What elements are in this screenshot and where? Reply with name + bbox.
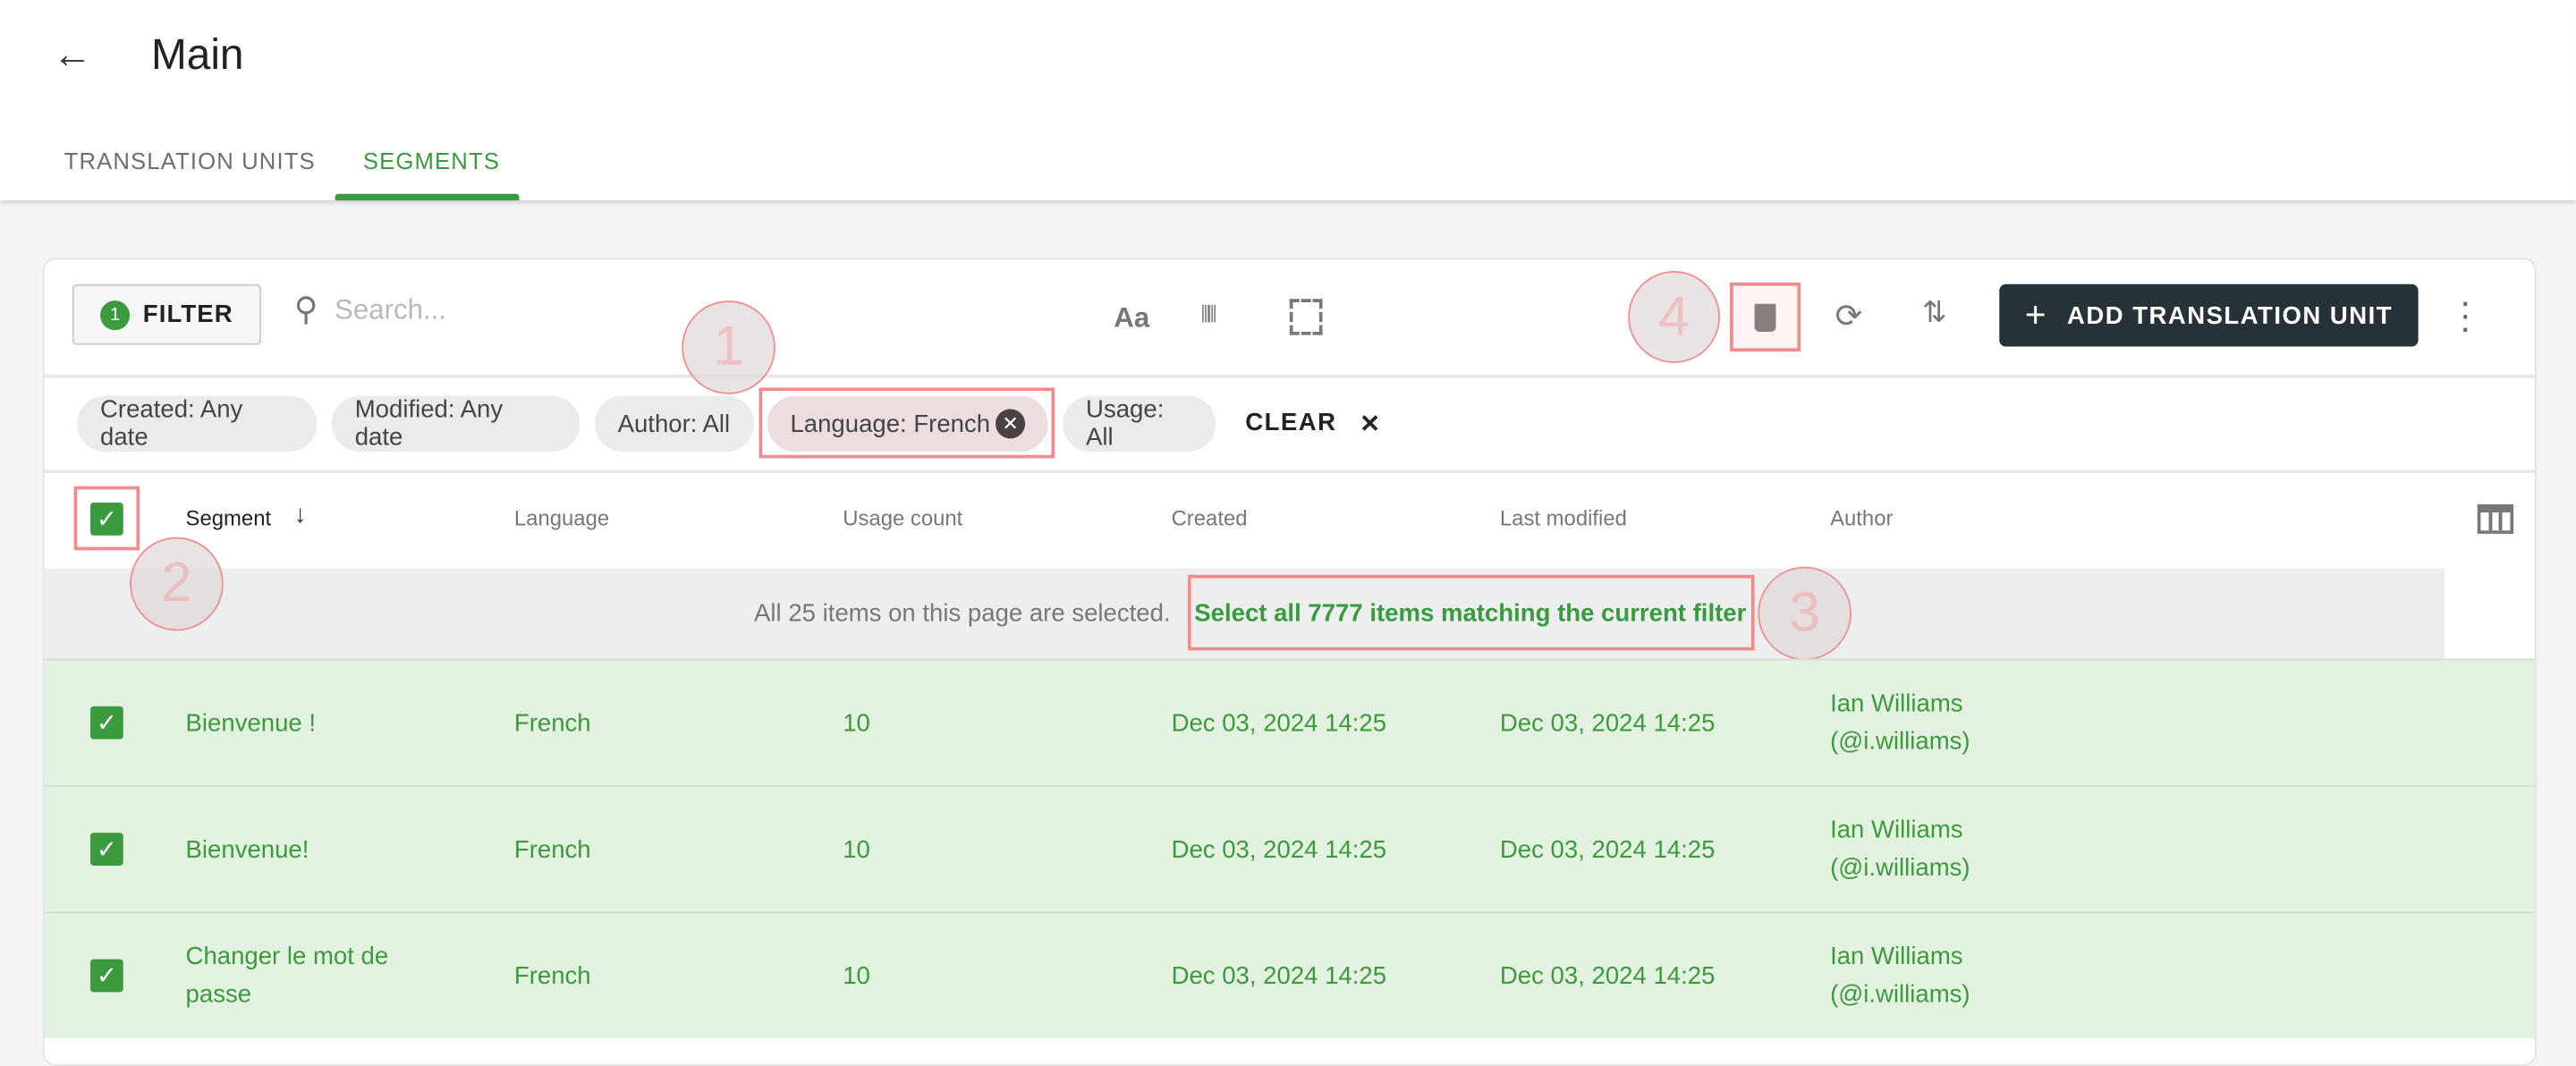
- sort-icon[interactable]: ⇅: [1921, 295, 1947, 329]
- cell-author: Ian Williams: [1830, 943, 1963, 971]
- annotation-3: 3: [1758, 566, 1852, 661]
- cell-modified: Dec 03, 2024 14:25: [1499, 962, 1716, 991]
- annotation-box-2: [73, 486, 140, 551]
- chip-modified[interactable]: Modified: Any date: [332, 395, 580, 453]
- add-button-label: ADD TRANSLATION UNIT: [2066, 301, 2394, 330]
- whitespace-icon[interactable]: ⫴⫴: [1200, 300, 1217, 327]
- row-checkbox[interactable]: ✓: [90, 706, 123, 740]
- cell-author: Ian Williams: [1830, 690, 1963, 718]
- selection-text: All 25 items on this page are selected.: [754, 599, 1171, 628]
- cell-modified: Dec 03, 2024 14:25: [1499, 835, 1716, 865]
- plus-icon: +: [2024, 293, 2047, 335]
- active-tab-indicator: [335, 193, 520, 201]
- selection-banner: All 25 items on this page are selected. …: [44, 568, 2445, 659]
- cell-created: Dec 03, 2024 14:25: [1171, 709, 1387, 738]
- delete-button[interactable]: [1730, 282, 1801, 352]
- page-title: Main: [150, 30, 244, 80]
- cell-usage: 10: [843, 835, 870, 865]
- column-header-created[interactable]: Created: [1171, 505, 1248, 531]
- column-header-author[interactable]: Author: [1830, 505, 1894, 531]
- segments-card: 1 FILTER ⚲ Search... Aa ⫴⫴ 4 ⟳ ⇅ + ADD T…: [42, 258, 2537, 1066]
- tab-segments[interactable]: SEGMENTS: [362, 148, 501, 174]
- cell-language: French: [513, 835, 591, 865]
- search-field[interactable]: ⚲ Search...: [294, 289, 446, 330]
- cell-usage: 10: [843, 709, 870, 738]
- chip-label: Modified: Any date: [354, 395, 504, 453]
- chip-remove-icon[interactable]: ✕: [996, 409, 1026, 439]
- back-arrow-icon[interactable]: ←: [52, 32, 92, 78]
- table-row[interactable]: ✓ Bienvenue! French 10 Dec 03, 2024 14:2…: [44, 784, 2536, 912]
- find-replace-icon[interactable]: ⟳: [1835, 299, 1863, 335]
- chip-created[interactable]: Created: Any date: [77, 395, 318, 453]
- tab-translation-units[interactable]: TRANSLATION UNITS: [64, 148, 316, 174]
- sort-down-icon[interactable]: ↓: [293, 501, 307, 529]
- chip-label: Created: Any date: [100, 395, 243, 453]
- cell-segment: Bienvenue!: [185, 835, 309, 865]
- cell-language: French: [513, 962, 591, 991]
- filter-count-badge: 1: [100, 300, 131, 330]
- cell-created: Dec 03, 2024 14:25: [1171, 962, 1387, 991]
- cell-author-handle: (@i.williams): [1830, 854, 1970, 883]
- search-icon: ⚲: [293, 292, 318, 329]
- row-checkbox[interactable]: ✓: [90, 959, 123, 993]
- annotation-box-1: [758, 387, 1055, 459]
- select-all-matching-link[interactable]: Select all 7777 items matching the curre…: [1194, 599, 1747, 628]
- cell-created: Dec 03, 2024 14:25: [1171, 835, 1387, 865]
- row-checkbox[interactable]: ✓: [90, 833, 123, 866]
- chip-label: Usage: All: [1086, 395, 1165, 453]
- add-translation-unit-button[interactable]: + ADD TRANSLATION UNIT: [1999, 283, 2419, 347]
- cell-usage: 10: [843, 962, 870, 991]
- filter-button[interactable]: 1 FILTER: [72, 283, 262, 345]
- annotation-box-3: [1187, 574, 1755, 651]
- column-header-last-modified[interactable]: Last modified: [1499, 505, 1627, 531]
- cell-segment: Changer le mot de passe: [185, 943, 389, 1009]
- chip-language[interactable]: Language: French ✕: [767, 395, 1048, 453]
- page-header: ← Main TRANSLATION UNITS SEGMENTS: [0, 0, 2576, 201]
- cell-modified: Dec 03, 2024 14:25: [1499, 709, 1716, 738]
- bounding-box-icon[interactable]: [1289, 299, 1323, 335]
- annotation-1: 1: [682, 300, 775, 394]
- column-settings-icon[interactable]: [2477, 503, 2514, 534]
- clear-filters-button[interactable]: CLEAR ✕: [1245, 409, 1382, 438]
- cell-author-handle: (@i.williams): [1830, 980, 1970, 1009]
- chip-author[interactable]: Author: All: [594, 395, 755, 453]
- table-row[interactable]: ✓ Bienvenue ! French 10 Dec 03, 2024 14:…: [44, 658, 2536, 785]
- filter-label: FILTER: [142, 300, 233, 329]
- column-header-usage-count[interactable]: Usage count: [843, 505, 963, 531]
- trash-icon: [1754, 302, 1776, 332]
- divider: [44, 374, 2536, 378]
- chip-label: Language: French: [790, 410, 991, 438]
- column-header-language[interactable]: Language: [513, 505, 610, 531]
- cell-author: Ian Williams: [1830, 816, 1963, 845]
- table-row[interactable]: ✓ Changer le mot de passe French 10 Dec …: [44, 911, 2536, 1038]
- annotation-4: 4: [1628, 271, 1721, 363]
- more-options-icon[interactable]: · · ·: [2459, 281, 2471, 349]
- cell-language: French: [513, 709, 591, 738]
- select-all-checkbox[interactable]: ✓: [90, 503, 123, 536]
- clear-label: CLEAR: [1245, 409, 1337, 437]
- chip-label: Author: All: [617, 410, 731, 438]
- search-input[interactable]: Search...: [335, 292, 447, 325]
- match-case-icon[interactable]: Aa: [1114, 301, 1150, 334]
- cell-author-handle: (@i.williams): [1830, 727, 1970, 756]
- cell-segment: Bienvenue !: [185, 709, 317, 738]
- close-icon: ✕: [1360, 410, 1382, 439]
- divider: [44, 470, 2536, 473]
- column-header-segment[interactable]: Segment: [185, 505, 272, 531]
- annotation-2: 2: [130, 537, 224, 631]
- chip-usage[interactable]: Usage: All: [1063, 395, 1216, 453]
